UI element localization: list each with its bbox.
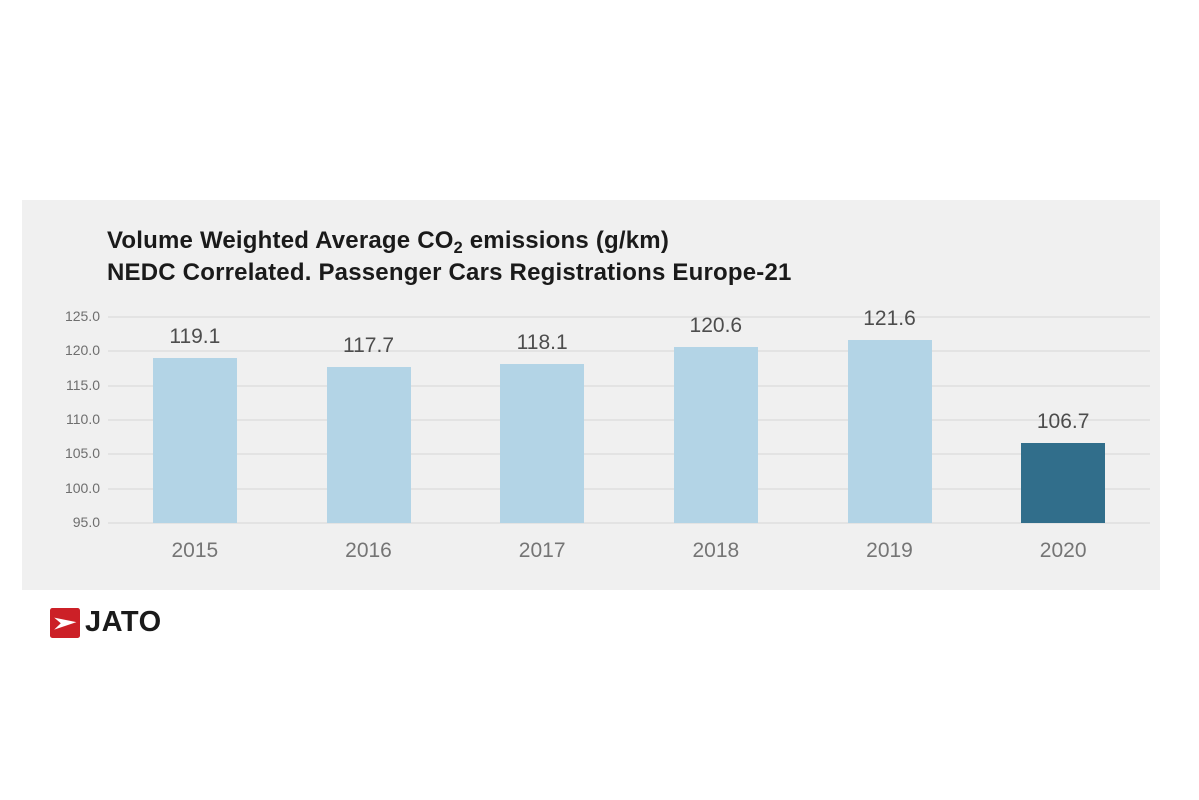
x-axis-label: 2019 — [866, 539, 913, 562]
gridline — [108, 522, 1150, 524]
gridline — [108, 384, 1150, 387]
bar-2018 — [673, 347, 758, 523]
bar-chart-plot-area: 125.0 120.0 115.0 110.0 105.0 100.0 95.0 119.1 2… — [22, 200, 1160, 590]
y-axis-tick-label: 110.0 — [66, 411, 100, 427]
chart-title: Volume Weighted Average CO2 emissions (g… — [107, 226, 792, 288]
y-axis-tick-label: 105.0 — [64, 445, 100, 462]
bar-2017 — [500, 364, 585, 523]
y-axis-tick-label: 95.0 — [72, 514, 100, 530]
x-axis-label: 2015 — [171, 539, 219, 562]
chart-title-line1-post: emissions (g/km) — [462, 227, 670, 254]
gridline — [108, 350, 1150, 353]
chart-title-line1: Volume Weighted Average CO2 emissions (g… — [107, 226, 792, 258]
jato-logo-icon — [50, 607, 80, 638]
bar-value-label: 106.7 — [1036, 409, 1090, 433]
chart-title-subscript: 2 — [453, 238, 463, 257]
chart-title-line1-pre: Volume Weighted Average CO — [107, 227, 454, 254]
y-axis-tick-label: 115.0 — [66, 376, 100, 393]
bar-value-label: 117.7 — [343, 334, 394, 358]
chart-panel: Volume Weighted Average CO2 emissions (g… — [22, 200, 1160, 590]
bar-value-label: 121.6 — [863, 307, 916, 331]
jato-arrow-icon — [54, 617, 77, 630]
bar-value-label: 119.1 — [169, 324, 221, 348]
bar-2020 — [1021, 442, 1106, 523]
bar-2015 — [152, 357, 237, 523]
bar-2019 — [847, 340, 932, 523]
gridline — [108, 453, 1150, 456]
gridline — [108, 316, 1150, 318]
gridline — [108, 419, 1150, 421]
x-axis-label: 2020 — [1039, 539, 1087, 562]
bar-value-label: 118.1 — [516, 331, 568, 355]
bar-2016 — [326, 367, 411, 523]
gridline — [108, 487, 1150, 490]
chart-title-line2: NEDC Correlated. Passenger Cars Registra… — [107, 259, 792, 286]
x-axis-label: 2017 — [518, 539, 566, 562]
jato-logo: JATO — [50, 606, 162, 639]
y-axis-tick-label: 120.0 — [64, 342, 100, 359]
y-axis-tick-label: 125.0 — [64, 308, 100, 324]
y-axis-tick-label: 100.0 — [64, 479, 100, 496]
x-axis-label: 2018 — [692, 539, 740, 562]
jato-logo-text: JATO — [85, 606, 162, 638]
bar-value-label: 120.6 — [689, 314, 743, 338]
x-axis-label: 2016 — [345, 539, 392, 562]
